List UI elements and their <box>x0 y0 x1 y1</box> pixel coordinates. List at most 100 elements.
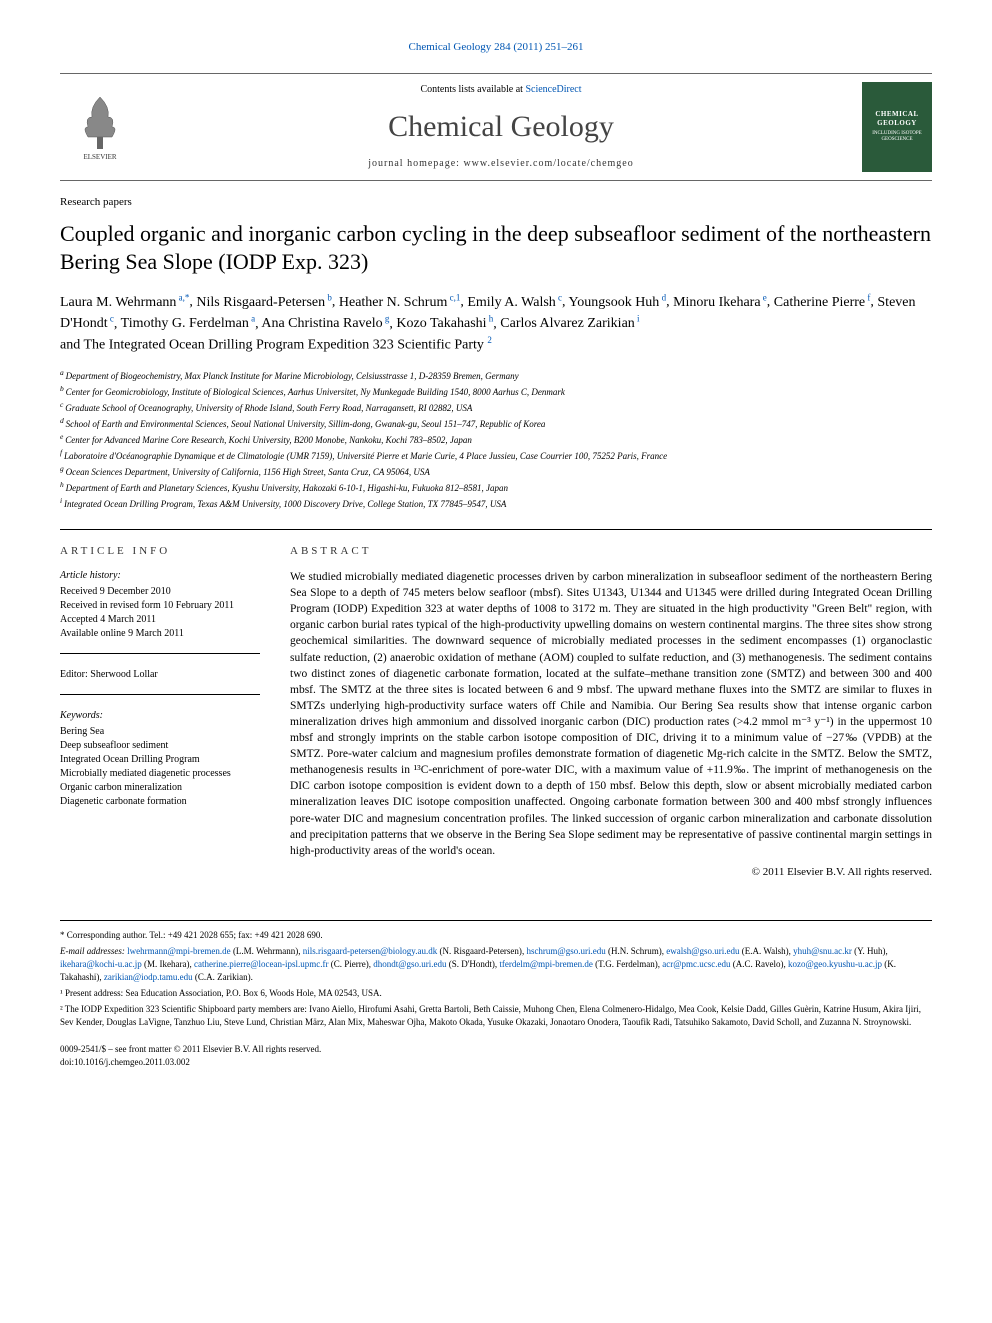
author-affiliation-link[interactable]: g <box>383 314 390 324</box>
sciencedirect-link[interactable]: ScienceDirect <box>525 84 581 95</box>
author-entry: Youngsook Huh d <box>569 295 667 310</box>
email-label: E-mail addresses: <box>60 946 127 956</box>
scientific-party-note: ² The IODP Expedition 323 Scientific Shi… <box>60 1003 932 1029</box>
editor-name: Sherwood Lollar <box>90 669 158 680</box>
author-affiliation-link[interactable]: a,* <box>176 292 189 302</box>
corresponding-author-note: * Corresponding author. Tel.: +49 421 20… <box>60 929 932 942</box>
author-affiliation-link[interactable]: f <box>865 292 870 302</box>
author-affiliation-link[interactable]: c <box>556 292 562 302</box>
header-center: Contents lists available at ScienceDirec… <box>140 83 862 171</box>
affiliation-line: h Department of Earth and Planetary Scie… <box>60 480 932 495</box>
journal-header: ELSEVIER Contents lists available at Sci… <box>60 73 932 181</box>
history-label: Article history: <box>60 569 260 583</box>
author-name: Emily A. Walsh <box>467 295 555 310</box>
keyword: Bering Sea <box>60 725 260 739</box>
author-affiliation-link[interactable]: h <box>487 314 494 324</box>
keywords-block: Keywords: Bering SeaDeep subseafloor sed… <box>60 709 260 809</box>
affiliation-line: i Integrated Ocean Drilling Program, Tex… <box>60 496 932 511</box>
present-address-note: ¹ Present address: Sea Education Associa… <box>60 987 932 1000</box>
article-info-column: ARTICLE INFO Article history: Received 9… <box>60 544 260 879</box>
history-line: Available online 9 March 2011 <box>60 627 260 641</box>
email-link[interactable]: yhuh@snu.ac.kr <box>793 946 852 956</box>
history-line: Received in revised form 10 February 201… <box>60 599 260 613</box>
article-title: Coupled organic and inorganic carbon cyc… <box>60 220 932 277</box>
issn-line: 0009-2541/$ – see front matter © 2011 El… <box>60 1043 932 1056</box>
cover-text: CHEMICAL GEOLOGY <box>864 110 930 129</box>
affiliation-line: c Graduate School of Oceanography, Unive… <box>60 400 932 415</box>
email-link[interactable]: zarikian@iodp.tamu.edu <box>104 972 193 982</box>
homepage-url: www.elsevier.com/locate/chemgeo <box>463 158 633 169</box>
keyword: Microbially mediated diagenetic processe… <box>60 767 260 781</box>
affiliation-line: a Department of Biogeochemistry, Max Pla… <box>60 368 932 383</box>
editor-block: Editor: Sherwood Lollar <box>60 668 260 695</box>
email-link[interactable]: acr@pmc.ucsc.edu <box>662 959 730 969</box>
elsevier-logo: ELSEVIER <box>60 87 140 167</box>
abstract-copyright: © 2011 Elsevier B.V. All rights reserved… <box>290 865 932 880</box>
author-entry: Minoru Ikehara e <box>673 295 767 310</box>
author-name: Kozo Takahashi <box>396 316 486 331</box>
homepage-line: journal homepage: www.elsevier.com/locat… <box>140 157 862 171</box>
author-name: Laura M. Wehrmann <box>60 295 176 310</box>
author-entry: Catherine Pierre f <box>774 295 871 310</box>
author-affiliation-link[interactable]: a <box>249 314 255 324</box>
group-author: and The Integrated Ocean Drilling Progra… <box>60 334 932 356</box>
keywords-label: Keywords: <box>60 709 260 723</box>
keyword: Diagenetic carbonate formation <box>60 795 260 809</box>
group-author-note-link[interactable]: 2 <box>487 335 492 345</box>
email-link[interactable]: ewalsh@gso.uri.edu <box>666 946 739 956</box>
email-link[interactable]: tferdelm@mpi-bremen.de <box>499 959 593 969</box>
editor-label: Editor: <box>60 669 90 680</box>
author-affiliation-link[interactable]: d <box>659 292 666 302</box>
svg-text:ELSEVIER: ELSEVIER <box>83 153 116 161</box>
author-entry: Nils Risgaard-Petersen b <box>196 295 331 310</box>
footnotes: * Corresponding author. Tel.: +49 421 20… <box>60 920 932 1029</box>
journal-citation-link[interactable]: Chemical Geology 284 (2011) 251–261 <box>409 41 584 53</box>
author-affiliation-link[interactable]: e <box>761 292 767 302</box>
author-name: Nils Risgaard-Petersen <box>196 295 325 310</box>
author-name: Youngsook Huh <box>569 295 660 310</box>
contents-line: Contents lists available at ScienceDirec… <box>140 83 862 97</box>
author-name: Timothy G. Ferdelman <box>121 316 249 331</box>
article-info-heading: ARTICLE INFO <box>60 544 260 559</box>
author-list: Laura M. Wehrmann a,*, Nils Risgaard-Pet… <box>60 291 932 356</box>
doi-line: doi:10.1016/j.chemgeo.2011.03.002 <box>60 1056 932 1069</box>
email-link[interactable]: dhondt@gso.uri.edu <box>373 959 446 969</box>
email-link[interactable]: kozo@geo.kyushu-u.ac.jp <box>788 959 882 969</box>
author-entry: Timothy G. Ferdelman a <box>121 316 255 331</box>
elsevier-tree-icon: ELSEVIER <box>70 92 130 162</box>
author-affiliation-link[interactable]: i <box>635 314 640 324</box>
email-link[interactable]: ikehara@kochi-u.ac.jp <box>60 959 142 969</box>
article-type: Research papers <box>60 195 932 210</box>
affiliation-line: b Center for Geomicrobiology, Institute … <box>60 384 932 399</box>
author-entry: Heather N. Schrum c,1 <box>339 295 460 310</box>
affiliation-line: e Center for Advanced Marine Core Resear… <box>60 432 932 447</box>
bottom-block: 0009-2541/$ – see front matter © 2011 El… <box>60 1043 932 1068</box>
email-link[interactable]: hschrum@gso.uri.edu <box>526 946 605 956</box>
journal-name: Chemical Geology <box>140 107 862 148</box>
affiliation-line: d School of Earth and Environmental Scie… <box>60 416 932 431</box>
author-entry: Laura M. Wehrmann a,* <box>60 295 189 310</box>
journal-cover-thumb: CHEMICAL GEOLOGY INCLUDING ISOTOPE GEOSC… <box>862 82 932 172</box>
email-link[interactable]: lwehrmann@mpi-bremen.de <box>127 946 231 956</box>
author-entry: Carlos Alvarez Zarikian i <box>500 316 639 331</box>
keyword: Organic carbon mineralization <box>60 781 260 795</box>
keyword: Deep subseafloor sediment <box>60 739 260 753</box>
email-addresses-line: E-mail addresses: lwehrmann@mpi-bremen.d… <box>60 945 932 984</box>
abstract-text: We studied microbially mediated diagenet… <box>290 569 932 859</box>
article-history-block: Article history: Received 9 December 201… <box>60 569 260 654</box>
author-affiliation-link[interactable]: c <box>108 314 114 324</box>
author-affiliation-link[interactable]: b <box>325 292 332 302</box>
author-name: Heather N. Schrum <box>339 295 447 310</box>
author-name: Minoru Ikehara <box>673 295 760 310</box>
affiliation-line: g Ocean Sciences Department, University … <box>60 464 932 479</box>
email-link[interactable]: catherine.pierre@locean-ipsl.upmc.fr <box>194 959 328 969</box>
author-name: Catherine Pierre <box>774 295 865 310</box>
author-affiliation-link[interactable]: c,1 <box>447 292 460 302</box>
affiliations: a Department of Biogeochemistry, Max Pla… <box>60 368 932 511</box>
history-line: Accepted 4 March 2011 <box>60 613 260 627</box>
email-link[interactable]: nils.risgaard-petersen@biology.au.dk <box>303 946 437 956</box>
author-name: Ana Christina Ravelo <box>261 316 382 331</box>
affiliation-line: f Laboratoire d'Océanographie Dynamique … <box>60 448 932 463</box>
contents-prefix: Contents lists available at <box>420 84 525 95</box>
author-name: Carlos Alvarez Zarikian <box>500 316 635 331</box>
